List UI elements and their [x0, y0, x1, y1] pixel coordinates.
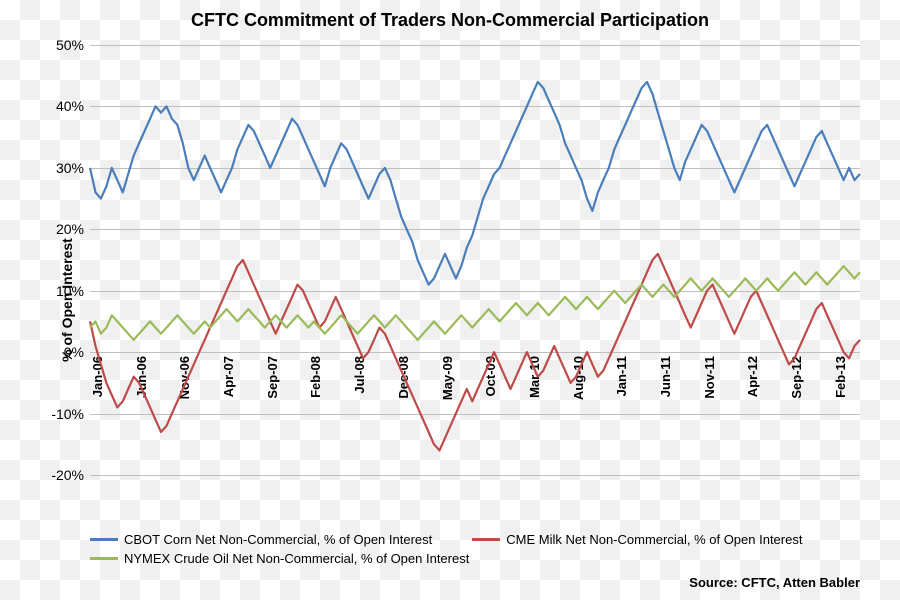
series-line [90, 266, 860, 340]
legend-row: NYMEX Crude Oil Net Non-Commercial, % of… [90, 551, 802, 566]
legend: CBOT Corn Net Non-Commercial, % of Open … [90, 532, 802, 570]
legend-label: CME Milk Net Non-Commercial, % of Open I… [506, 532, 802, 547]
y-tick-label: 0% [64, 344, 84, 360]
series-line [90, 82, 860, 285]
legend-label: NYMEX Crude Oil Net Non-Commercial, % of… [124, 551, 469, 566]
legend-item: NYMEX Crude Oil Net Non-Commercial, % of… [90, 551, 469, 566]
chart-title: CFTC Commitment of Traders Non-Commercia… [0, 10, 900, 31]
y-tick-label: 10% [56, 283, 84, 299]
legend-item: CME Milk Net Non-Commercial, % of Open I… [472, 532, 802, 547]
legend-label: CBOT Corn Net Non-Commercial, % of Open … [124, 532, 432, 547]
chart-container: CFTC Commitment of Traders Non-Commercia… [0, 0, 900, 600]
legend-row: CBOT Corn Net Non-Commercial, % of Open … [90, 532, 802, 547]
y-tick-label: 30% [56, 160, 84, 176]
y-tick-label: -10% [51, 406, 84, 422]
y-tick-label: 40% [56, 98, 84, 114]
legend-swatch [90, 538, 118, 541]
series-line [90, 254, 860, 451]
source-attribution: Source: CFTC, Atten Babler [689, 575, 860, 590]
plot-area: -20%-10%0%10%20%30%40%50%Jan-06Jun-06Nov… [90, 45, 860, 475]
legend-swatch [90, 557, 118, 560]
y-tick-label: -20% [51, 467, 84, 483]
gridline [90, 475, 860, 476]
y-tick-label: 20% [56, 221, 84, 237]
legend-item: CBOT Corn Net Non-Commercial, % of Open … [90, 532, 432, 547]
y-tick-label: 50% [56, 37, 84, 53]
legend-swatch [472, 538, 500, 541]
series-svg [90, 45, 860, 475]
